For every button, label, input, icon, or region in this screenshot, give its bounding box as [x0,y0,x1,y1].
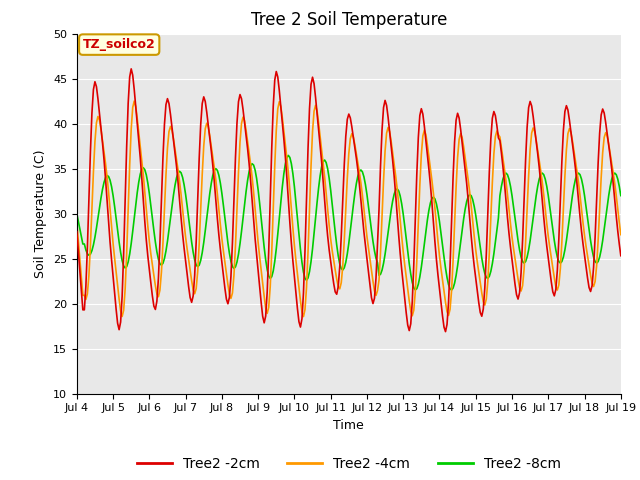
Text: TZ_soilco2: TZ_soilco2 [83,38,156,51]
Y-axis label: Soil Temperature (C): Soil Temperature (C) [35,149,47,278]
X-axis label: Time: Time [333,419,364,432]
Title: Tree 2 Soil Temperature: Tree 2 Soil Temperature [251,11,447,29]
Legend: Tree2 -2cm, Tree2 -4cm, Tree2 -8cm: Tree2 -2cm, Tree2 -4cm, Tree2 -8cm [131,452,566,477]
